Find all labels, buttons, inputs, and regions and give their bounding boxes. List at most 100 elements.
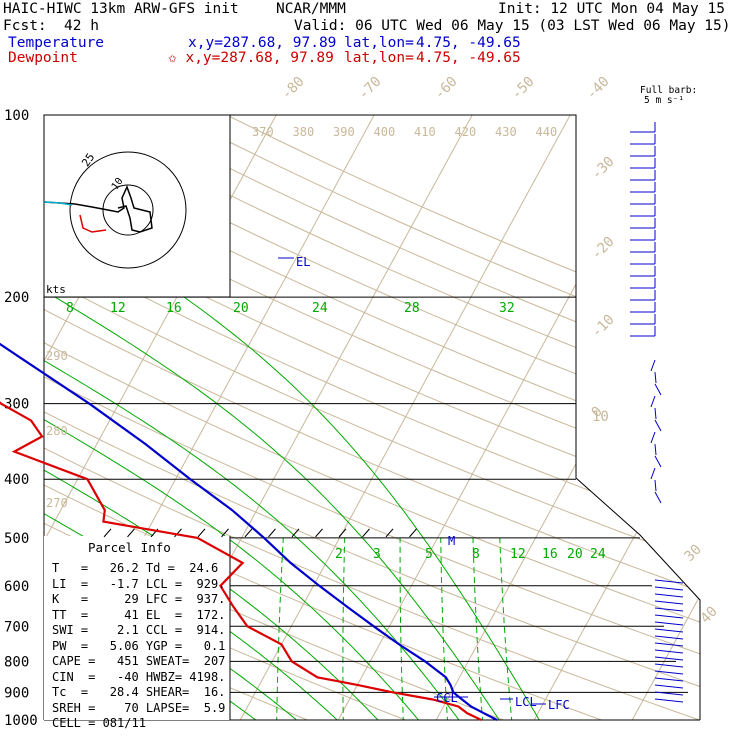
- lcl-marker: LCL: [515, 695, 537, 709]
- dry-adiabat: [44, 115, 700, 720]
- pressure-tick-label: 600: [4, 579, 29, 595]
- frame-outline: [44, 114, 701, 720]
- mixing-ratio-line: [472, 537, 484, 720]
- isotherm-label-hidden: 20: [0, 0, 2, 1]
- isotherm: [723, 87, 740, 733]
- mixing-ratio-label: 5: [425, 547, 433, 562]
- temperature-profile: [0, 342, 498, 721]
- wind-barb-shaft: [654, 635, 684, 640]
- isotherm-label: -70: [356, 74, 385, 103]
- wind-barb-shaft: [654, 407, 657, 420]
- moist-adiabat: [44, 268, 391, 720]
- wind-barb-shaft: [654, 607, 684, 612]
- dewpoint-legend: Dewpoint: [8, 50, 78, 66]
- mixing-ratio-label: 12: [510, 547, 526, 562]
- temperature-latlon-label: lat,lon=: [344, 35, 414, 51]
- theta-label: 440: [536, 125, 558, 139]
- mixing-ratio-label: 16: [542, 547, 558, 562]
- theta-label: 370: [252, 125, 274, 139]
- wind-barb-shaft: [654, 642, 684, 647]
- dewpoint-latlon: 4.75, -49.65: [416, 50, 521, 66]
- isotherm-label: -40: [584, 74, 613, 103]
- parcel-info-row: SREH = 70 LAPSE= 5.9: [52, 700, 226, 715]
- wind-barb-shaft: [654, 491, 662, 504]
- wind-barb-shaft: [650, 467, 656, 480]
- lfc-marker: LFC: [548, 698, 570, 712]
- hodograph-ring-outer: [69, 151, 187, 269]
- mixing-ratio-line: [499, 537, 514, 720]
- forecast-label: Fcst:: [3, 18, 47, 34]
- hodograph-ring-label-outer: 25: [79, 151, 97, 169]
- hatch-mark: [244, 528, 253, 538]
- dewpoint-latlon-label: lat,lon=: [344, 50, 414, 66]
- model-title: HAIC-HIWC 13km ARW-GFS init: [3, 1, 239, 17]
- mixing-ratio-line: [399, 537, 405, 720]
- dry-adiabat: [44, 115, 700, 720]
- dry-adiabat: [44, 115, 700, 720]
- theta-e-label: 16: [166, 301, 182, 316]
- parcel-info-row: K = 29 LFC = 937.: [52, 592, 226, 606]
- wind-barb-shaft: [654, 455, 662, 468]
- wind-barb-shaft: [654, 691, 684, 696]
- theta-label: 410: [414, 125, 436, 139]
- theta-label: 430: [495, 125, 517, 139]
- parcel-info-row: Tc = 28.4 SHEAR= 16.: [52, 685, 226, 699]
- dry-adiabat: [44, 115, 700, 720]
- wind-barb-shaft: [654, 383, 662, 396]
- mixing-ratio-label: 20: [567, 547, 583, 562]
- theta-label: 380: [293, 125, 315, 139]
- hatch-mark: [291, 528, 300, 538]
- mixing-ratio-label: 24: [590, 547, 606, 562]
- dry-adiabat: [44, 115, 700, 720]
- theta-low-label: 270: [46, 496, 68, 510]
- org-label: NCAR/MMM: [276, 1, 346, 17]
- dry-adiabat: [44, 115, 700, 720]
- hatch-mark: [103, 528, 112, 538]
- mixing-ratio-line: [276, 537, 284, 720]
- wind-barb-shaft: [654, 443, 657, 456]
- hatch-mark: [127, 528, 135, 538]
- pressure-tick-label: 200: [4, 290, 29, 306]
- sounding-annotations: EL M CCL LCL LFC: [278, 255, 570, 712]
- wind-barb-shaft: [654, 649, 684, 654]
- theta-low-label: 290: [46, 349, 68, 363]
- isotherm-label: 30: [682, 542, 705, 565]
- isotherm: [526, 115, 700, 720]
- init-time: Init: 12 UTC Mon 04 May 15: [498, 1, 725, 17]
- pressure-tick-label: 100: [4, 108, 29, 124]
- wind-barb-shaft: [650, 359, 656, 372]
- theta-e-label: 8: [66, 301, 74, 316]
- hatch-mark: [197, 528, 206, 538]
- mixing-ratio-label: 3: [373, 547, 381, 562]
- wind-barb-shaft: [654, 419, 662, 432]
- isotherm: [44, 115, 292, 720]
- mixing-ratio-line: [440, 537, 449, 720]
- dry-adiabat: [44, 115, 700, 720]
- parcel-info-row: LI = -1.7 LCL = 929.: [52, 576, 226, 591]
- wind-barb-shaft: [654, 614, 684, 619]
- parcel-info-row: SWI = 2.1 CCL = 914.: [52, 623, 226, 637]
- mixing-ratio-label: 8: [472, 547, 480, 562]
- dry-adiabat: [44, 115, 638, 720]
- hatch-mark: [174, 528, 182, 538]
- wind-barb-shaft: [654, 371, 657, 384]
- dry-adiabat: [44, 115, 700, 720]
- el-marker: EL: [296, 255, 310, 269]
- wind-barb-shaft: [654, 684, 684, 689]
- wind-barb-shaft: [650, 395, 656, 408]
- wind-barb-shaft: [650, 431, 656, 444]
- forecast-hours: 42 h: [64, 18, 99, 34]
- isotherm-label: -80: [279, 74, 308, 103]
- isotherm-label: -30: [589, 154, 618, 183]
- hatch-mark: [338, 528, 347, 538]
- dewpoint-xy: ✩ x,y=287.68, 97.89: [168, 50, 334, 66]
- moist-adiabat: [44, 268, 469, 720]
- barb-legend-line2: 5 m s⁻¹: [644, 95, 685, 106]
- wind-barb-shaft: [654, 628, 684, 633]
- temperature-latlon: 4.75, -49.65: [416, 35, 521, 51]
- pressure-tick-label: 1000: [4, 713, 38, 729]
- parcel-info-row: CAPE = 451 SWEAT= 207: [52, 654, 226, 668]
- barb-legend-line1: Full barb:: [640, 85, 698, 96]
- parcel-info-row: CIN = -40 HWBZ= 4198.: [52, 669, 226, 684]
- pressure-tick-label: 500: [4, 531, 29, 547]
